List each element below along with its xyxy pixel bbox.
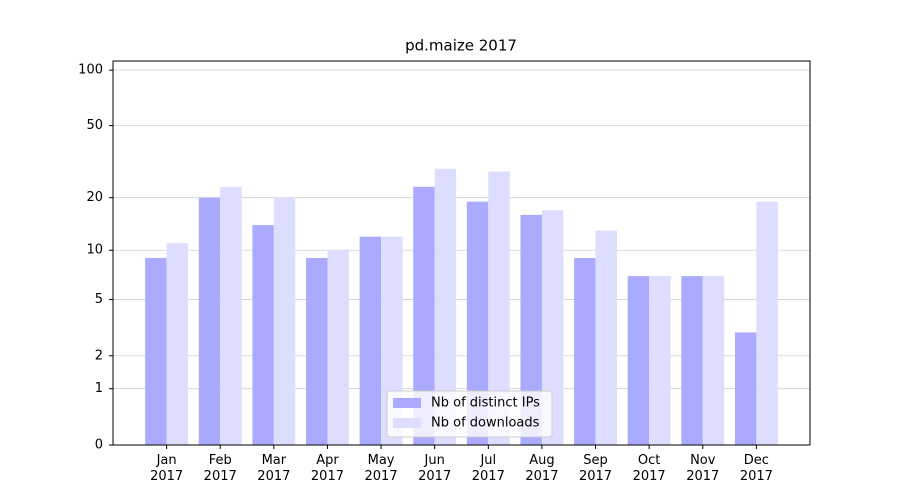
y-tick-label: 5 [95,292,103,307]
bar [681,276,703,445]
x-tick-label: Feb 2017 [203,453,237,484]
y-tick-label: 2 [95,348,103,363]
x-tick-label: Jun 2017 [418,453,452,484]
x-tick-label: May 2017 [364,453,398,484]
bar [702,276,725,445]
legend-box [386,390,553,438]
plot-frame [112,60,811,446]
bar [756,201,778,445]
x-tick-label: Aug 2017 [525,453,559,484]
bar [488,171,510,445]
x-tick-label: Oct 2017 [632,453,666,484]
y-tick-label: 0 [95,438,103,453]
bar [220,186,242,445]
bar [541,210,564,445]
bar [145,257,167,445]
legend-label: Nb of downloads [431,416,540,431]
x-tick-label: Apr 2017 [310,453,344,484]
bar [327,250,349,445]
x-tick-label: Jan 2017 [150,453,184,484]
bar [574,257,596,445]
bar [520,214,542,445]
bar [413,186,435,445]
chart-title: pd.maize 2017 [405,37,517,55]
y-tick-label: 10 [86,243,103,258]
bar [252,225,274,445]
legend-swatch [393,418,421,428]
legend: Nb of distinct IPs Nb of downloads [386,390,553,438]
bar [434,168,457,445]
bar [734,332,757,445]
bar [166,243,189,445]
legend-swatch [393,398,421,408]
bar [306,257,328,445]
y-tick-label: 100 [78,63,103,78]
y-tick-label: 20 [86,190,103,205]
bar [359,236,382,445]
x-tick-label: Dec 2017 [739,453,773,484]
bar [273,197,296,445]
legend-label: Nb of distinct IPs [431,396,540,411]
bar [466,201,489,445]
bar [649,276,671,445]
x-tick-label: Jul 2017 [471,453,505,484]
bar [627,276,650,445]
x-tick-label: Nov 2017 [686,453,720,484]
x-tick-label: Mar 2017 [257,453,291,484]
y-tick-label: 1 [95,381,103,396]
bar [198,197,221,445]
x-tick-label: Sep 2017 [578,453,613,484]
y-tick-label: 50 [86,118,103,133]
bar [595,230,617,445]
